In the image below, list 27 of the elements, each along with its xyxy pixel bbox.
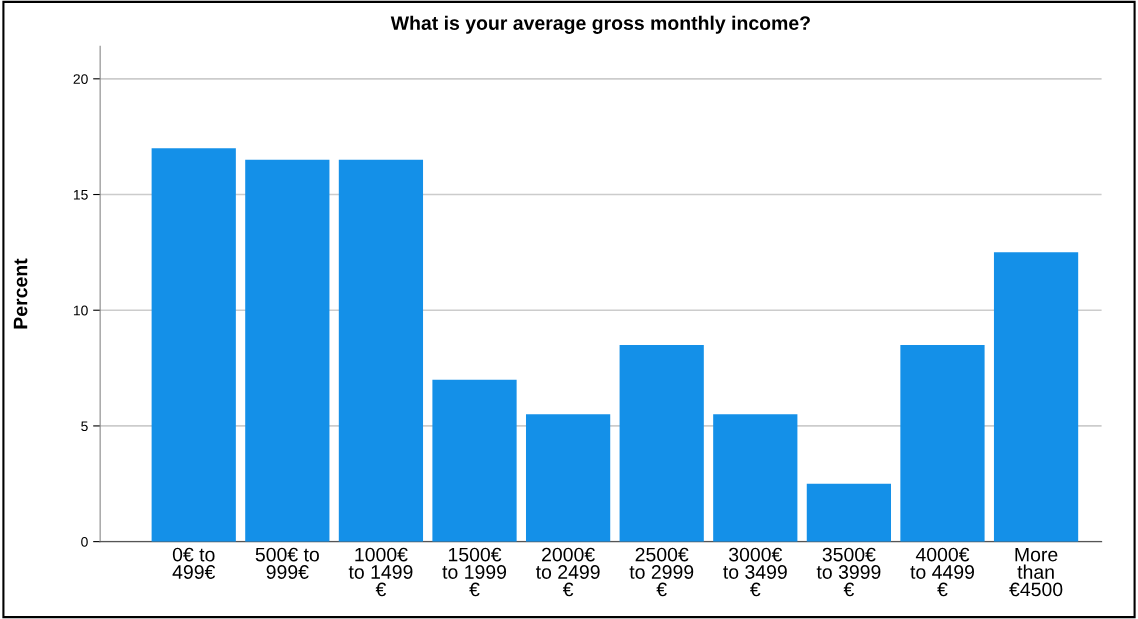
y-tick-label: 20	[73, 74, 88, 84]
bar	[245, 159, 330, 542]
x-tick-label: 1500€ to 1999 €	[442, 547, 507, 597]
bar	[806, 483, 891, 542]
x-tick-label: 0€ to 499€	[172, 547, 216, 579]
y-tick-label: 5	[81, 421, 88, 432]
y-tick-label: 10	[73, 305, 88, 316]
bar	[993, 252, 1079, 542]
bar	[525, 414, 611, 542]
y-tick-label: 0	[81, 536, 88, 547]
bar	[432, 379, 517, 542]
x-tick-label: 4000€ to 4499 €	[910, 547, 974, 597]
x-tick-label: 3000€ to 3499 €	[723, 547, 787, 597]
y-tick-label: 15	[73, 190, 88, 200]
x-tick-label: 500€ to 999€	[255, 547, 319, 579]
y-axis-title: Percent	[13, 258, 28, 329]
x-tick-label: 2500€ to 2999 €	[629, 547, 694, 597]
bar	[151, 148, 236, 542]
chart-title: What is your average gross monthly income?	[390, 15, 810, 34]
bar	[619, 344, 704, 542]
x-tick-label: 2000€ to 2499 €	[535, 547, 600, 597]
x-tick-label: 1000€ to 1499 €	[348, 547, 413, 597]
bar	[713, 414, 798, 542]
x-tick-label: More than €4500	[1009, 547, 1063, 597]
bar	[338, 159, 424, 542]
bar	[900, 344, 985, 542]
x-tick-label: 3500€ to 3999 €	[816, 547, 881, 597]
